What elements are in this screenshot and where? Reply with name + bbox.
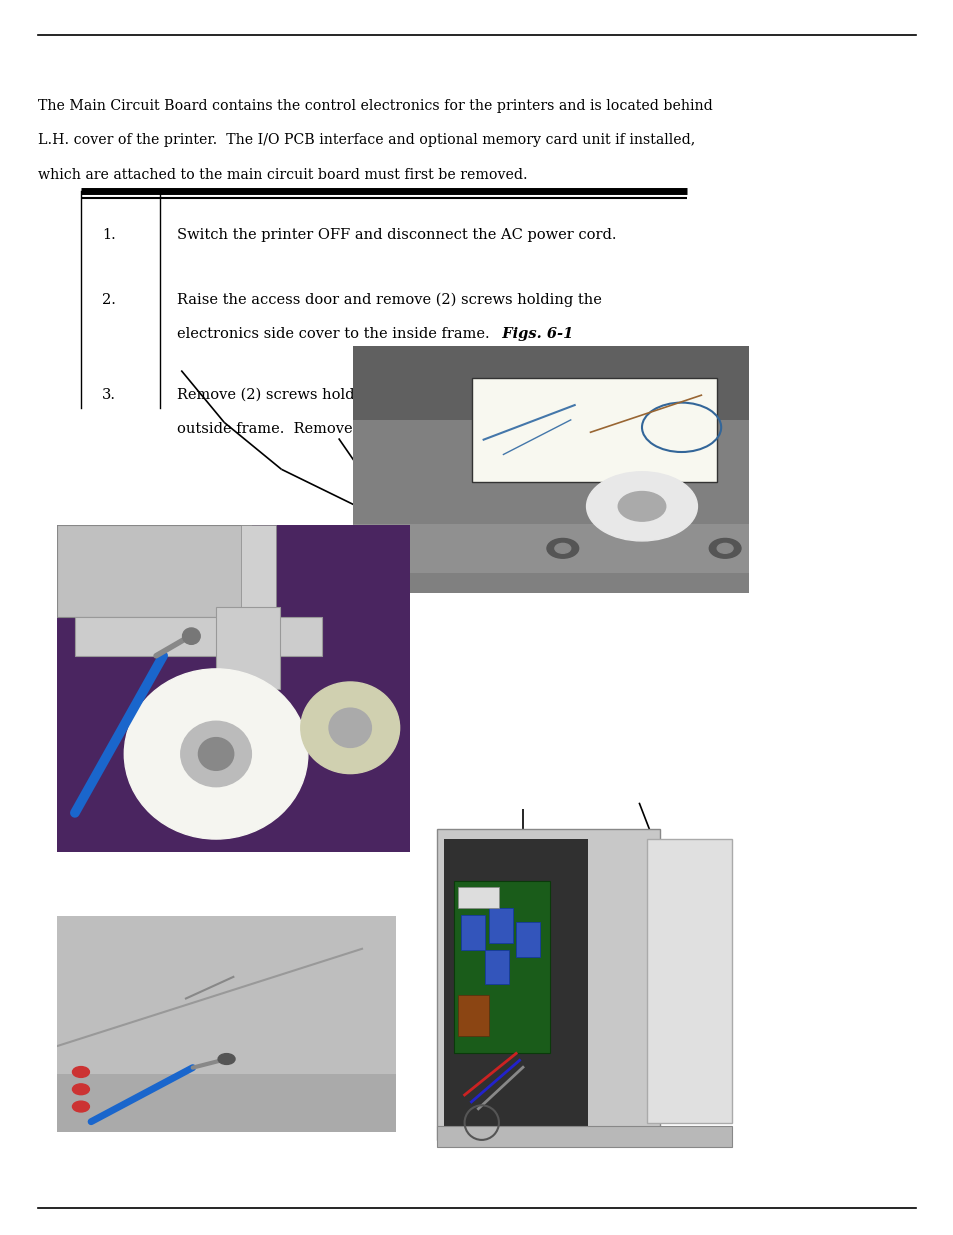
- Text: L.H. cover of the printer.  The I/O PCB interface and optional memory card unit : L.H. cover of the printer. The I/O PCB i…: [38, 133, 695, 147]
- Bar: [57, 525, 251, 616]
- Circle shape: [72, 1067, 90, 1077]
- Bar: [485, 950, 509, 984]
- Circle shape: [329, 708, 371, 747]
- Text: 2.: 2.: [102, 293, 116, 306]
- Bar: [436, 829, 659, 1140]
- Bar: [57, 1074, 395, 1132]
- Circle shape: [180, 721, 251, 787]
- Circle shape: [555, 543, 570, 553]
- Circle shape: [198, 737, 233, 771]
- Text: Raise the access door and remove (2) screws holding the: Raise the access door and remove (2) scr…: [177, 293, 601, 308]
- Circle shape: [182, 627, 200, 645]
- Text: Figs. 6-1: Figs. 6-1: [492, 327, 573, 341]
- Bar: [57, 916, 395, 1078]
- Bar: [443, 839, 588, 1130]
- Bar: [471, 378, 717, 482]
- Circle shape: [376, 543, 393, 553]
- Circle shape: [586, 472, 697, 541]
- Circle shape: [717, 543, 732, 553]
- Text: 1.: 1.: [102, 228, 115, 242]
- Bar: [240, 525, 275, 672]
- Bar: [516, 923, 539, 957]
- Bar: [646, 839, 732, 1123]
- Circle shape: [72, 1084, 90, 1094]
- Bar: [454, 881, 550, 1053]
- Circle shape: [618, 492, 665, 521]
- Bar: [457, 994, 488, 1036]
- Text: Switch the printer OFF and disconnect the AC power cord.: Switch the printer OFF and disconnect th…: [177, 228, 617, 242]
- Circle shape: [546, 538, 578, 558]
- Bar: [488, 908, 512, 942]
- Bar: [353, 524, 748, 573]
- Circle shape: [218, 1053, 234, 1065]
- Bar: [74, 616, 321, 656]
- Bar: [457, 888, 498, 908]
- Text: outside frame.  Remove the cover to expose the electronics.: outside frame. Remove the cover to expos…: [177, 422, 621, 436]
- Circle shape: [708, 538, 740, 558]
- Text: 3.: 3.: [102, 388, 116, 401]
- Circle shape: [124, 669, 308, 839]
- Circle shape: [300, 682, 399, 773]
- Text: electronics side cover to the inside frame.: electronics side cover to the inside fra…: [177, 327, 490, 341]
- Circle shape: [72, 1102, 90, 1112]
- Text: Remove (2) screws holding the electronics side cover to the: Remove (2) screws holding the electronic…: [177, 388, 621, 403]
- Text: The Main Circuit Board contains the control electronics for the printers and is : The Main Circuit Board contains the cont…: [38, 99, 712, 112]
- Bar: [436, 1126, 732, 1147]
- Bar: [215, 606, 279, 689]
- Bar: [353, 346, 748, 420]
- Text: which are attached to the main circuit board must first be removed.: which are attached to the main circuit b…: [38, 168, 527, 182]
- Circle shape: [369, 538, 400, 558]
- Bar: [460, 915, 485, 950]
